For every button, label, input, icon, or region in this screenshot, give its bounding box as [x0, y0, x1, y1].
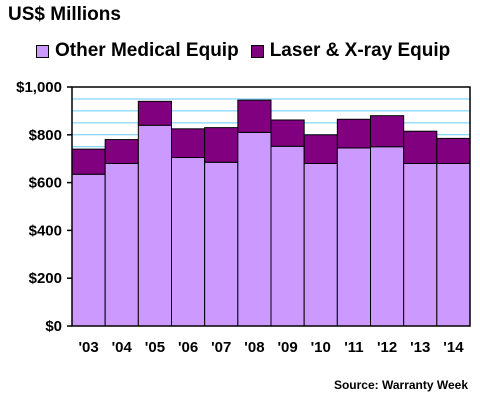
bar-other-medical [71, 173, 106, 327]
legend-item-other-medical: Other Medical Equip [36, 40, 239, 62]
plot-border [71, 86, 471, 327]
bar-laser-xray [303, 134, 338, 164]
legend-label-other-medical: Other Medical Equip [55, 40, 239, 61]
legend-swatch-other-medical [36, 44, 49, 58]
bar-other-medical [270, 145, 305, 327]
bar-laser-xray [403, 130, 438, 164]
legend-swatch-laser-xray [250, 44, 264, 58]
legend-label-laser-xray: Laser & X-ray Equip [269, 40, 451, 61]
bar-laser-xray [171, 128, 206, 159]
x-tick-label: '03 [78, 339, 98, 356]
y-tick-label: $800 [29, 127, 62, 144]
bar-laser-xray [270, 119, 305, 147]
bar-laser-xray [237, 99, 272, 133]
bar-other-medical [303, 162, 338, 327]
bar-other-medical [171, 157, 206, 327]
y-tick-label: $600 [29, 175, 62, 192]
bar-other-medical [436, 162, 471, 327]
y-tick-label: $0 [45, 318, 62, 335]
bar-laser-xray [71, 148, 106, 175]
bar-laser-xray [104, 139, 139, 164]
bar-laser-xray [204, 127, 239, 163]
y-tick-label: $400 [29, 222, 62, 239]
legend: Other Medical Equip Laser & X-ray Equip [36, 40, 462, 62]
x-tick-label: '05 [145, 339, 165, 356]
x-tick-label: '13 [410, 339, 430, 356]
x-tick-label: '10 [311, 339, 331, 356]
bar-other-medical [403, 162, 438, 327]
bar-laser-xray [336, 118, 372, 149]
bar-laser-xray [137, 100, 172, 126]
x-tick-label: '06 [178, 339, 198, 356]
x-tick-label: '07 [211, 339, 231, 356]
bar-other-medical [204, 161, 239, 327]
x-tick-label: '11 [344, 339, 363, 356]
y-tick-label: $200 [29, 270, 62, 287]
bar-other-medical [237, 131, 272, 327]
x-tick-label: '04 [112, 339, 133, 356]
bar-other-medical [370, 146, 405, 327]
x-tick-label: '08 [244, 339, 264, 356]
x-tick-label: '12 [377, 339, 397, 356]
bar-laser-xray [436, 137, 471, 164]
bar-other-medical [137, 124, 172, 327]
legend-item-laser-xray: Laser & X-ray Equip [250, 40, 451, 62]
x-tick-label: '09 [277, 339, 297, 356]
source-note: Source: Warranty Week [333, 378, 468, 392]
bar-other-medical [336, 147, 372, 327]
plot-area [72, 87, 470, 326]
x-tick-label: '14 [443, 339, 464, 356]
unit-title: US$ Millions [8, 4, 121, 25]
bar-laser-xray [370, 115, 405, 148]
bar-other-medical [104, 162, 139, 327]
y-tick-label: $1,000 [16, 79, 62, 96]
